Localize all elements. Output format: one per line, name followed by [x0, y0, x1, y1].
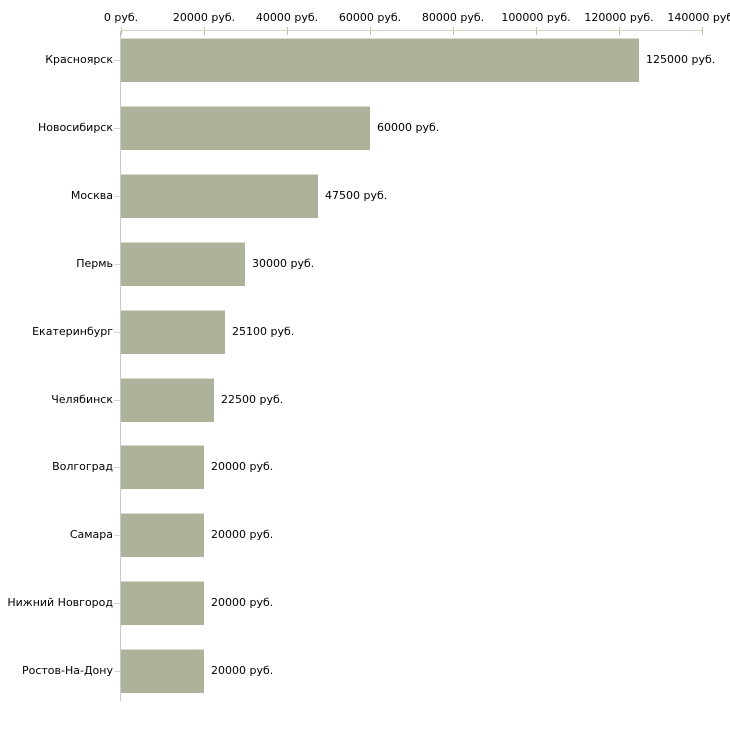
bar-3	[121, 174, 318, 218]
category-label: Челябинск	[51, 393, 113, 406]
category-label: Красноярск	[45, 53, 113, 66]
bar-4	[121, 242, 245, 286]
y-axis-tick-mark	[114, 60, 121, 61]
x-axis-tick-mark	[619, 27, 620, 35]
bar-5	[121, 310, 225, 354]
value-label: 30000 руб.	[252, 257, 315, 270]
value-label: 60000 руб.	[377, 121, 440, 134]
value-label: 25100 руб.	[232, 325, 295, 338]
category-label: Москва	[70, 189, 113, 202]
x-axis-line	[121, 30, 702, 31]
y-axis-tick-mark	[114, 671, 121, 672]
category-label: Новосибирск	[37, 121, 113, 134]
bar-2	[121, 106, 370, 150]
category-label: Екатеринбург	[32, 325, 113, 338]
bar-10	[121, 649, 204, 693]
x-axis-tick-mark	[370, 27, 371, 35]
x-axis-tick-label: 0 руб.	[103, 11, 139, 24]
bar-1	[121, 38, 639, 82]
value-label: 22500 руб.	[221, 393, 284, 406]
x-axis-tick-label: 60000 руб.	[338, 11, 402, 24]
x-axis-tick-mark	[121, 27, 122, 35]
x-axis-tick-label: 20000 руб.	[172, 11, 236, 24]
x-axis-tick-label: 120000 руб.	[584, 11, 654, 24]
y-axis-tick-mark	[114, 128, 121, 129]
x-axis-tick-label: 40000 руб.	[255, 11, 319, 24]
x-axis-tick-mark	[453, 27, 454, 35]
x-axis-tick-mark	[702, 27, 703, 35]
y-axis-tick-mark	[114, 196, 121, 197]
category-label: Самара	[69, 528, 113, 541]
y-axis-tick-mark	[114, 535, 121, 536]
x-axis-tick-label: 80000 руб.	[421, 11, 485, 24]
x-axis-tick-mark	[536, 27, 537, 35]
bar-9	[121, 581, 204, 625]
bar-8	[121, 513, 204, 557]
y-axis-tick-mark	[114, 332, 121, 333]
y-axis-tick-mark	[114, 264, 121, 265]
value-label: 20000 руб.	[211, 596, 274, 609]
value-label: 125000 руб.	[646, 53, 716, 66]
bar-7	[121, 445, 204, 489]
y-axis-line	[120, 31, 121, 701]
bar-6	[121, 378, 214, 422]
x-axis-tick-mark	[204, 27, 205, 35]
x-axis-tick-mark	[287, 27, 288, 35]
x-axis-tick-label: 140000 руб.	[667, 11, 730, 24]
category-label: Волгоград	[52, 460, 113, 473]
value-label: 20000 руб.	[211, 528, 274, 541]
category-label: Нижний Новгород	[7, 596, 113, 609]
x-axis-tick-label: 100000 руб.	[501, 11, 571, 24]
y-axis-tick-mark	[114, 400, 121, 401]
value-label: 20000 руб.	[211, 460, 274, 473]
category-label: Пермь	[76, 257, 113, 270]
category-label: Ростов-На-Дону	[21, 664, 113, 677]
y-axis-tick-mark	[114, 467, 121, 468]
value-label: 47500 руб.	[325, 189, 388, 202]
value-label: 20000 руб.	[211, 664, 274, 677]
y-axis-tick-mark	[114, 603, 121, 604]
